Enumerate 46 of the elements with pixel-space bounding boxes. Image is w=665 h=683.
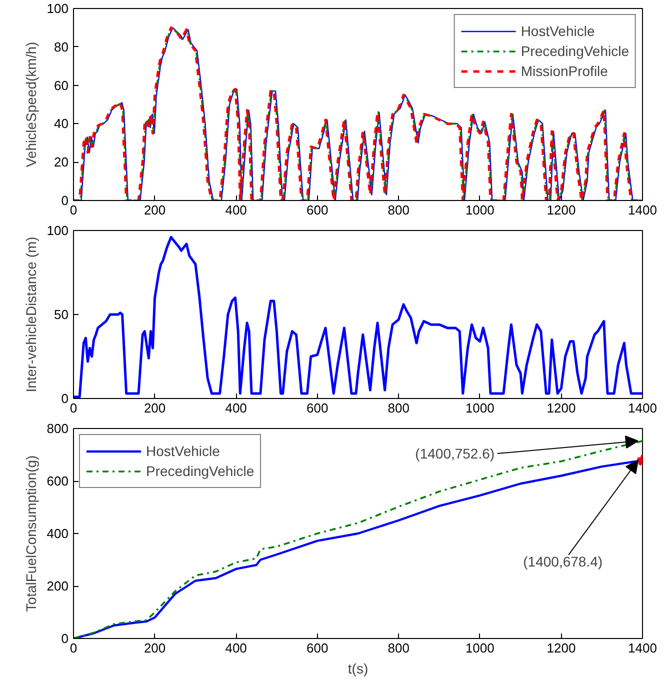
legend-label: HostVehicle [520,22,595,40]
legend-label: MissionProfile [520,62,608,80]
y-tick-label: 40 [54,116,69,132]
x-tick-label: 600 [306,202,328,218]
y-tick-label: 0 [61,193,69,208]
y-tick-label: 800 [46,421,69,436]
annotation: (1400,678.4) [523,554,603,570]
x-tick-label: 400 [225,640,247,656]
y-tick-label: 0 [61,391,69,406]
x-tick-label: 1200 [546,202,576,218]
y-axis-title: TotalFuelConsumption(g) [22,455,39,612]
legend-label: HostVehicle [146,442,220,460]
x-axis-title: t(s) [348,660,368,676]
y-axis-title: Inter-vehicleDistance (m) [22,236,39,392]
x-tick-label: 1400 [628,640,657,656]
x-tick-label: 1200 [546,640,576,656]
y-tick-label: 20 [54,154,69,170]
y-tick-label: 100 [46,223,69,238]
y-tick-label: 200 [46,578,69,594]
x-tick-label: 1000 [465,640,494,656]
x-tick-label: 200 [144,202,166,218]
x-tick-label: 1400 [628,202,657,218]
x-tick-label: 1400 [628,400,657,416]
x-tick-label: 200 [144,400,166,416]
x-tick-label: 1000 [465,202,494,218]
y-tick-label: 50 [54,307,69,322]
x-tick-label: 200 [144,640,166,656]
x-tick-label: 1200 [546,400,576,416]
x-tick-label: 800 [388,202,410,218]
y-tick-label: 60 [54,78,69,93]
x-tick-label: 400 [225,202,247,218]
y-tick-label: 600 [46,474,69,488]
annotation: (1400,752.6) [415,446,495,462]
x-tick-label: 600 [306,640,328,656]
y-tick-label: 80 [54,39,69,54]
legend-label: PrecedingVehicle [146,462,254,480]
y-tick-label: 0 [61,631,69,646]
legend-label: PrecedingVehicle [520,42,629,60]
x-tick-label: 1000 [465,400,494,416]
y-tick-label: 100 [46,1,69,16]
x-tick-label: 800 [388,400,410,416]
y-axis-title: VehicleSpeed(km/h) [22,42,39,168]
x-tick-label: 400 [225,400,247,416]
x-tick-label: 600 [306,400,328,416]
x-tick-label: 800 [388,640,410,656]
y-tick-label: 400 [46,526,69,541]
